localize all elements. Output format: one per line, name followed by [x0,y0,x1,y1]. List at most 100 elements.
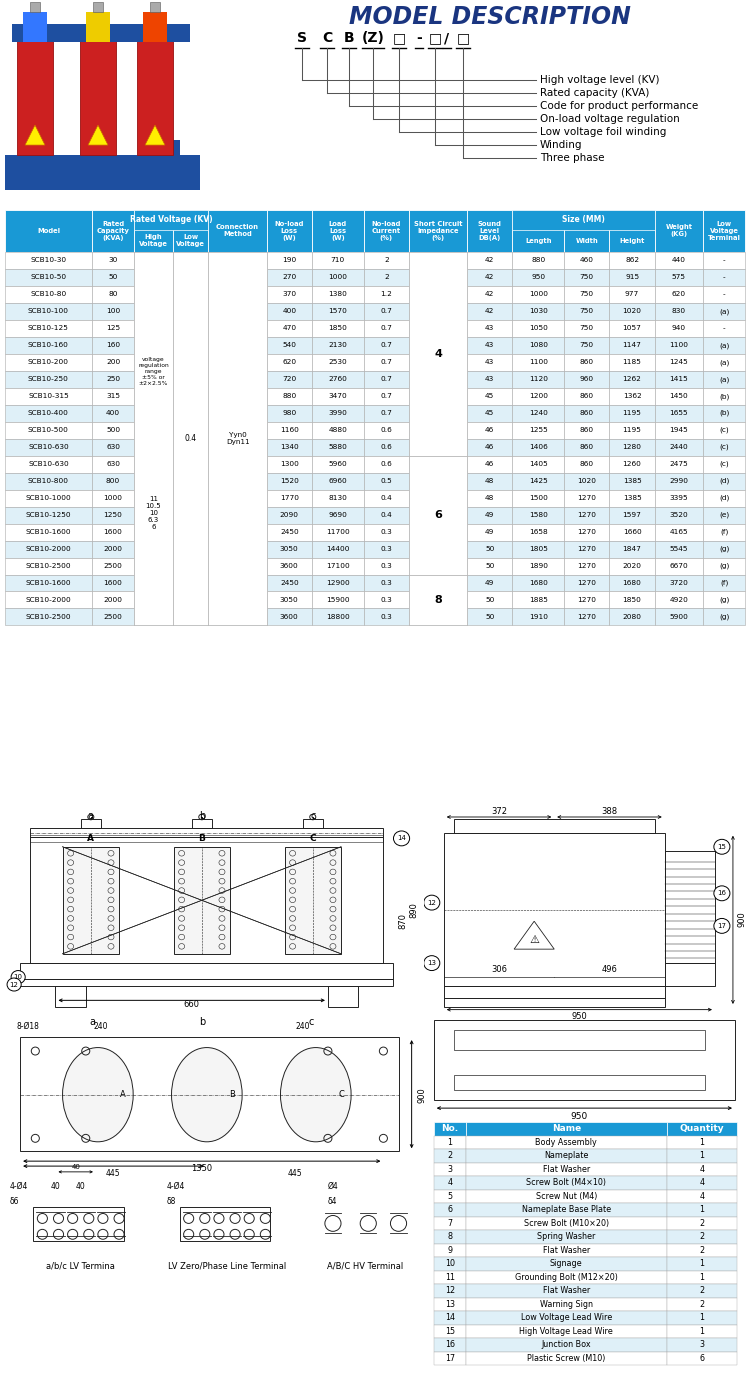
Text: 1080: 1080 [529,342,548,348]
Bar [433,1230,466,1243]
Text: Size (MM): Size (MM) [562,215,605,225]
Bar [409,253,467,455]
Text: 190: 190 [282,258,296,264]
Bar [4,490,92,506]
Text: C: C [322,30,332,46]
Bar [704,609,746,625]
Bar [409,353,467,371]
Text: δ6: δ6 [10,1196,20,1206]
Text: ⚠: ⚠ [530,934,539,945]
Bar [20,978,394,987]
Text: 48: 48 [485,495,494,501]
Bar [4,558,92,574]
Text: 18800: 18800 [326,614,350,620]
Bar [134,574,173,592]
Text: 14: 14 [445,1314,454,1322]
Text: 46: 46 [485,444,494,450]
Text: 6: 6 [447,1205,452,1214]
Bar [433,1271,466,1283]
Text: 1020: 1020 [578,477,596,484]
Bar [409,574,467,625]
Text: 2080: 2080 [622,614,641,620]
Bar [12,23,190,41]
Text: 0.6: 0.6 [380,461,392,468]
Text: Height: Height [620,237,645,244]
Bar [610,422,655,439]
Text: 240: 240 [296,1023,310,1031]
Text: 710: 710 [331,258,345,264]
Bar [364,490,409,506]
Bar [192,818,211,828]
Bar [409,506,467,523]
Bar [134,472,173,490]
Text: Spring Washer: Spring Washer [537,1232,596,1242]
Text: Length: Length [525,237,551,244]
Bar [4,472,92,490]
Bar [466,1297,667,1311]
Text: 46: 46 [485,428,494,433]
Text: 575: 575 [672,275,686,280]
Text: 1362: 1362 [622,393,641,399]
Text: 8: 8 [447,1232,452,1242]
Bar [564,592,610,609]
Text: 11
10.5
10
6.3
6: 11 10.5 10 6.3 6 [146,497,161,530]
Text: 1405: 1405 [529,461,548,468]
Text: (Z): (Z) [362,30,385,46]
Text: 0.6: 0.6 [380,444,392,450]
Text: 1245: 1245 [670,359,688,366]
Bar [134,253,173,625]
Bar [610,472,655,490]
Bar [454,818,655,832]
Circle shape [424,956,439,970]
Bar [92,439,134,455]
Text: 0.4: 0.4 [184,435,196,443]
Text: 200: 200 [106,359,120,366]
Text: 1910: 1910 [529,614,548,620]
Text: Screw Nut (M4): Screw Nut (M4) [536,1192,597,1201]
Text: 900: 900 [418,1087,427,1103]
Bar [267,422,312,439]
Text: 42: 42 [485,258,494,264]
Text: □: □ [392,30,406,46]
Bar [364,592,409,609]
Text: 2020: 2020 [622,563,641,569]
Bar [667,1283,737,1297]
Bar [512,523,564,541]
Bar [610,574,655,592]
Text: 1600: 1600 [104,529,122,535]
Bar [155,139,180,190]
Text: 315: 315 [106,393,120,399]
Bar [4,592,92,609]
Bar [364,320,409,337]
Bar [564,523,610,541]
Text: 1270: 1270 [578,563,596,569]
Bar [364,506,409,523]
Text: 49: 49 [485,580,494,586]
Text: 7: 7 [447,1219,452,1228]
Bar [364,472,409,490]
Text: 40: 40 [50,1181,60,1191]
Bar [173,422,208,439]
Text: 2090: 2090 [280,512,298,518]
Bar [209,439,267,455]
Bar [704,506,746,523]
Text: (c): (c) [719,461,729,468]
Text: 950: 950 [531,275,545,280]
Bar [409,455,467,472]
Text: 3: 3 [447,1165,452,1174]
Bar [134,609,173,625]
Bar [267,472,312,490]
Text: 800: 800 [106,477,120,484]
Text: 0.6: 0.6 [380,428,392,433]
Bar [466,1150,667,1162]
Text: 2450: 2450 [280,529,298,535]
Text: 440: 440 [672,258,686,264]
Bar [433,1325,466,1339]
Bar [564,490,610,506]
Text: 960: 960 [580,377,594,382]
Bar [704,541,746,558]
Text: 270: 270 [282,275,296,280]
Text: 2: 2 [699,1219,704,1228]
Bar [20,139,45,190]
Bar [704,210,746,253]
